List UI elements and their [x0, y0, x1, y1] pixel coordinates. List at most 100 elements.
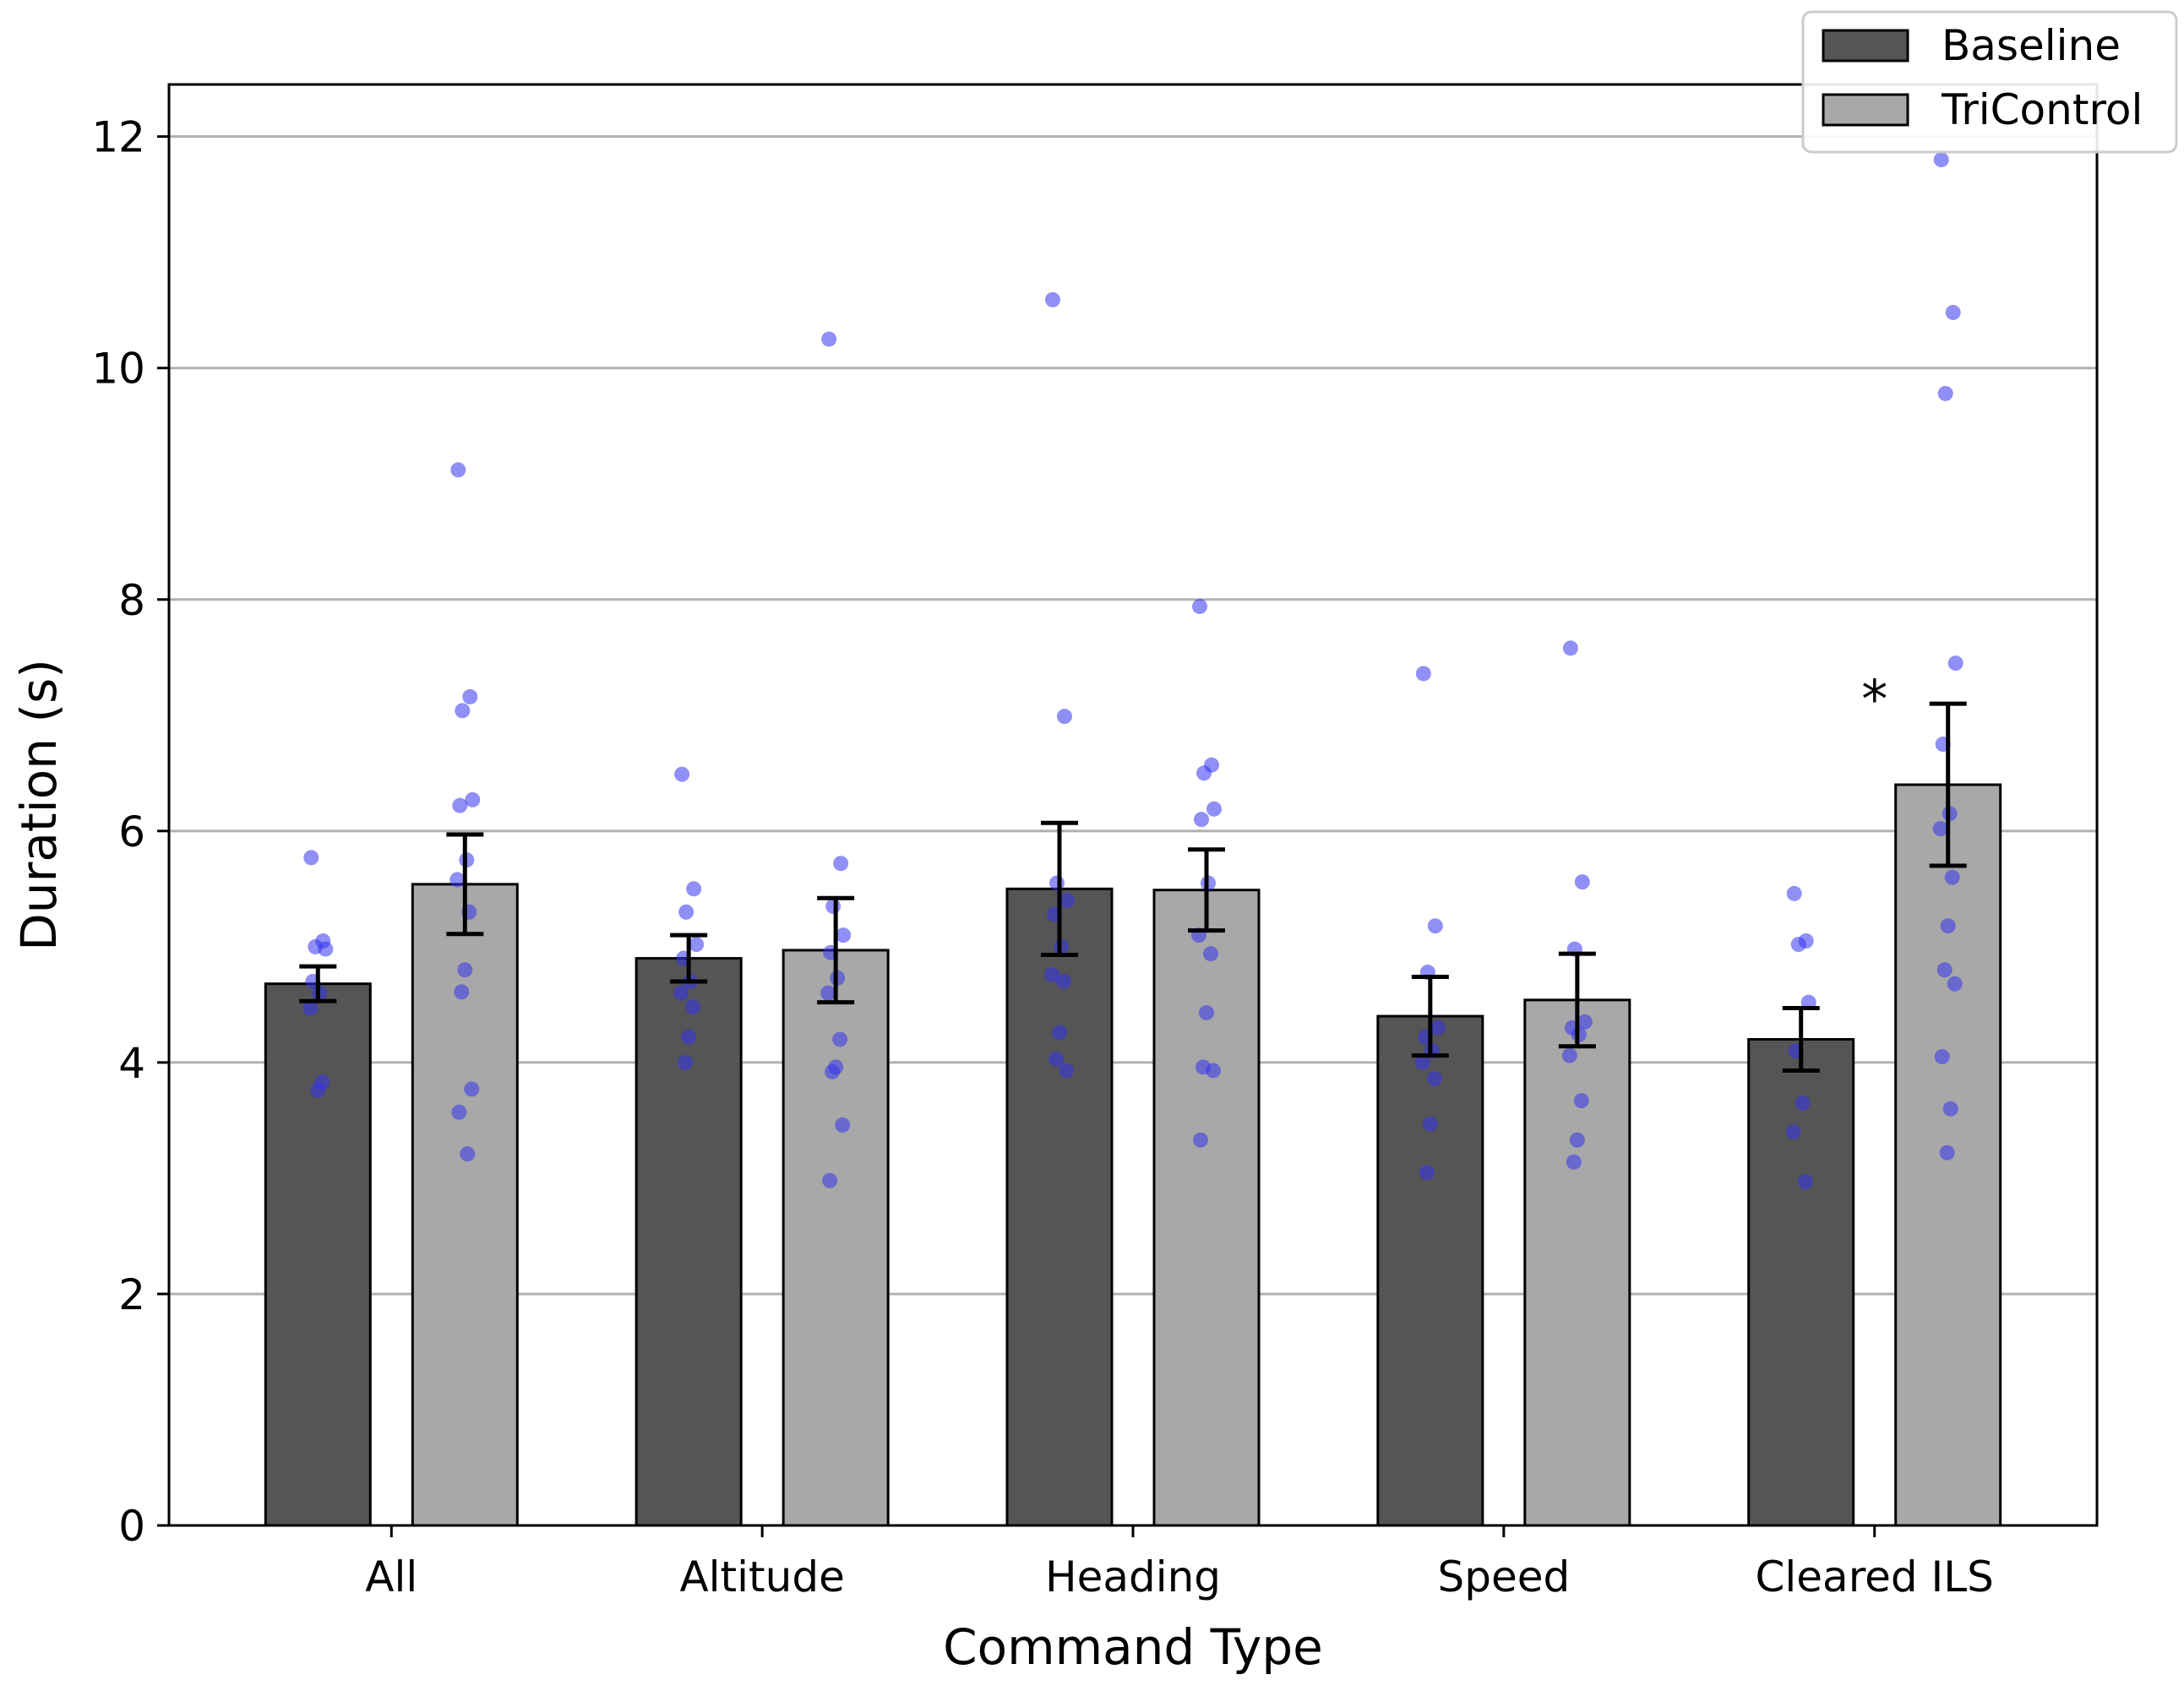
y-tick-label: 2 — [118, 1270, 145, 1319]
data-point — [1574, 874, 1590, 890]
data-point — [1933, 152, 1949, 168]
data-point — [302, 1000, 319, 1016]
bar-tricontrol-heading — [1152, 889, 1261, 1527]
bar-tricontrol-speed — [1523, 998, 1631, 1527]
data-point — [1936, 962, 1953, 978]
significance-marker: * — [1861, 668, 1887, 730]
data-point — [822, 1172, 838, 1188]
data-point — [1426, 1071, 1442, 1087]
y-tick-label: 8 — [118, 576, 145, 625]
x-axis-ticks: All Altitude Heading Speed Cleared ILS — [365, 1525, 1994, 1601]
bar-tricontrol-altitude — [782, 949, 890, 1527]
data-point — [450, 462, 466, 478]
x-tick-label: Heading — [1045, 1552, 1221, 1601]
data-points — [302, 152, 1963, 1190]
data-point — [1049, 875, 1065, 891]
data-point — [1203, 946, 1218, 962]
x-tick-label: Speed — [1437, 1552, 1570, 1601]
data-point — [1790, 937, 1806, 953]
bars — [264, 783, 2002, 1527]
data-point — [674, 766, 690, 782]
data-point — [1427, 918, 1443, 934]
data-point — [1422, 1116, 1438, 1132]
data-point — [1934, 1049, 1950, 1065]
data-point — [1940, 918, 1956, 934]
data-point — [1206, 1063, 1221, 1079]
y-tick-label: 6 — [118, 807, 145, 856]
data-point — [1048, 1051, 1064, 1067]
data-point — [821, 331, 837, 347]
data-point — [678, 1054, 694, 1070]
x-tick-label: Altitude — [679, 1552, 844, 1601]
data-point — [452, 797, 468, 813]
data-point — [833, 856, 849, 872]
data-point — [1059, 893, 1075, 909]
data-point — [1415, 666, 1431, 682]
data-point — [1786, 885, 1802, 901]
data-point — [681, 1029, 697, 1045]
legend-label-tricontrol: TriControl — [1941, 85, 2143, 134]
data-point — [685, 999, 701, 1015]
data-point — [462, 688, 478, 704]
data-point — [1044, 966, 1059, 982]
data-point — [303, 850, 319, 866]
legend-label-baseline: Baseline — [1942, 21, 2121, 70]
data-point — [1056, 973, 1071, 989]
data-point — [1199, 1004, 1214, 1020]
data-point — [1795, 1095, 1811, 1111]
data-point — [1577, 1014, 1593, 1030]
data-point — [1942, 1101, 1958, 1117]
data-point — [1193, 1132, 1208, 1148]
data-point — [1045, 291, 1060, 307]
data-point — [689, 937, 705, 953]
data-point — [678, 904, 694, 920]
data-point — [455, 703, 471, 719]
data-point — [460, 1146, 476, 1162]
data-point — [449, 872, 466, 888]
data-point — [825, 1063, 841, 1079]
bar-tricontrol-all — [411, 883, 519, 1527]
y-axis-label: Duration (s) — [10, 659, 68, 951]
data-point — [825, 898, 841, 914]
data-point — [464, 1081, 480, 1097]
y-tick-label: 12 — [91, 113, 145, 162]
data-point — [1206, 801, 1222, 817]
data-point — [465, 791, 481, 807]
legend: Baseline TriControl — [1801, 10, 2178, 154]
data-point — [1430, 1019, 1446, 1036]
data-point — [1939, 1145, 1955, 1161]
data-point — [835, 1117, 851, 1133]
data-point — [318, 941, 334, 957]
x-axis-label: Command Type — [943, 1618, 1323, 1676]
data-point — [454, 984, 470, 1000]
data-point — [1194, 812, 1209, 828]
y-tick-label: 4 — [118, 1039, 145, 1088]
data-point — [1566, 1154, 1582, 1170]
data-point — [673, 985, 689, 1001]
data-point — [1414, 1054, 1430, 1070]
legend-swatch-baseline — [1822, 29, 1909, 63]
y-axis-ticks: 0 2 4 6 8 10 12 — [91, 113, 169, 1551]
data-point — [1419, 1165, 1435, 1181]
data-point — [1573, 1093, 1589, 1109]
data-point — [1562, 640, 1578, 656]
data-point — [1944, 869, 1960, 885]
data-point — [1937, 385, 1953, 401]
data-point — [820, 985, 836, 1001]
data-point — [457, 962, 473, 978]
bar-baseline-speed — [1376, 1014, 1484, 1527]
annotations: * — [1861, 668, 1887, 730]
data-point — [1059, 1063, 1074, 1079]
bar-baseline-heading — [1005, 887, 1114, 1527]
data-point — [1057, 709, 1072, 725]
data-point — [1945, 304, 1961, 320]
data-point — [1052, 1025, 1067, 1041]
data-point — [1561, 1047, 1577, 1063]
y-tick-label: 0 — [118, 1502, 145, 1551]
x-tick-label: All — [365, 1552, 417, 1601]
data-point — [1947, 655, 1963, 672]
y-tick-label: 10 — [91, 345, 145, 394]
data-point — [832, 1031, 848, 1047]
data-point — [1569, 1132, 1585, 1148]
